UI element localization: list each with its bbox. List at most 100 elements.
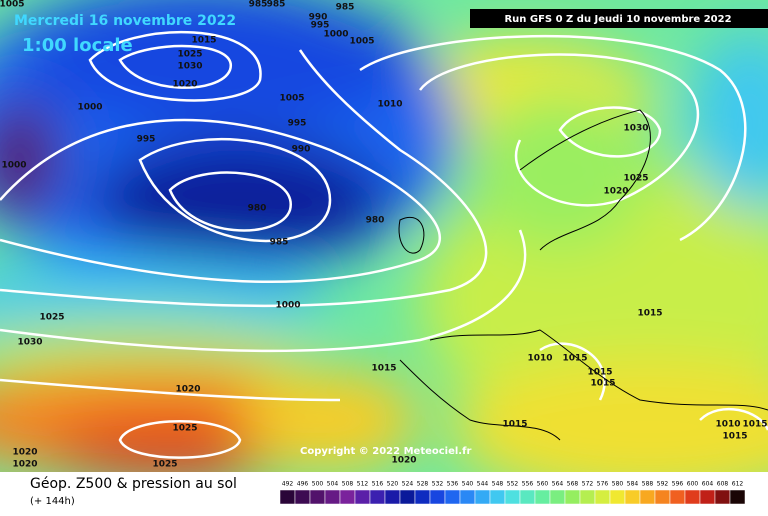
legend-swatch [624,489,641,505]
legend-label: 500 [312,481,324,488]
legend-swatch [459,489,476,505]
isobar-label: 1025 [623,174,648,184]
forecast-time: 1:00 locale [22,35,133,56]
isobar-label: 1015 [637,309,662,319]
isobar-label: 1020 [175,385,200,395]
legend-swatch [429,489,446,505]
isobar-label: 995 [288,119,307,129]
legend-swatch [369,489,386,505]
legend-label: 504 [327,481,339,488]
isobar-labels: 1005 985 985 985990995100010051015102510301… [0,0,768,470]
legend-swatch [294,489,311,505]
legend-swatch [594,489,611,505]
legend-swatch [399,489,416,505]
legend-swatch [699,489,716,505]
isobar-label: 1025 [172,424,197,434]
legend-label: 612 [732,481,744,488]
isobar-label: 1015 [191,36,216,46]
legend-swatch [669,489,686,505]
legend-swatch [504,489,521,505]
isobar-label: 980 [366,216,385,226]
footer-lead: (+ 144h) [30,496,75,507]
legend-label: 520 [387,481,399,488]
isobar-label: 985 [270,238,289,248]
isobar-label: 1020 [603,187,628,197]
isobar-label: 1030 [177,62,202,72]
isobar-label: 1015 [722,432,747,442]
isobar-label: 985 [249,0,268,10]
isobar-label: 1005 [279,94,304,104]
legend-label: 536 [447,481,459,488]
legend-swatch [444,489,461,505]
legend-swatch [414,489,431,505]
legend-swatch [339,489,356,505]
isobar-label: 1020 [12,460,37,470]
legend-label: 584 [627,481,639,488]
legend-swatch [309,489,326,505]
isobar-label: 1020 [12,448,37,458]
isobar-label: 990 [292,145,311,155]
isobar-label: 1000 [275,301,300,311]
isobar-label: 1015 [587,368,612,378]
legend: 492 496 500 504 508 512 516 520 524 528 532 536 540 5… [279,481,746,505]
legend-label: 600 [687,481,699,488]
legend-label: 512 [357,481,369,488]
legend-label: 540 [462,481,474,488]
isobar-label: 1000 [77,103,102,113]
run-info: Run GFS 0 Z du Jeudi 10 novembre 2022 [504,14,731,25]
legend-label: 564 [552,481,564,488]
isobar-label: 985 [267,0,286,10]
isobar-label: 985 [336,3,355,13]
legend-swatch [279,489,296,505]
coastlines [398,109,768,441]
legend-swatch [654,489,671,505]
legend-swatch [639,489,656,505]
isobar-label: 995 [137,135,156,145]
run-box [470,9,768,28]
legend-swatch [324,489,341,505]
legend-label: 580 [612,481,624,488]
copyright: Copyright © 2022 Meteociel.fr [300,446,471,457]
legend-label: 544 [477,481,489,488]
legend-swatch [714,489,731,505]
z500-field [0,0,768,500]
isobar-label: 1005 [349,37,374,47]
legend-label: 560 [537,481,549,488]
legend-label: 516 [372,481,384,488]
isobar-label: 1005 [0,0,25,10]
legend-label: 524 [402,481,414,488]
legend-swatch [609,489,626,505]
legend-label: 532 [432,481,444,488]
legend-label: 528 [417,481,429,488]
legend-label: 604 [702,481,714,488]
legend-swatch [684,489,701,505]
legend-label: 552 [507,481,519,488]
legend-label: 592 [657,481,669,488]
legend-swatch [384,489,401,505]
isobar-label: 1010 [715,420,740,430]
legend-label: 572 [582,481,594,488]
isobar-label: 995 [311,21,330,31]
isobar-label: 1020 [172,80,197,90]
isobar-label: 1015 [502,420,527,430]
isobar-label: 1025 [39,313,64,323]
legend-label: 496 [297,481,309,488]
isobar-label: 1015 [590,379,615,389]
legend-label: 588 [642,481,654,488]
legend-label: 548 [492,481,504,488]
legend-label: 508 [342,481,354,488]
isobar-label: 1015 [742,420,767,430]
isobar-label: 1025 [177,50,202,60]
isobar-label: 1010 [377,100,402,110]
isobar-label: 1010 [527,354,552,364]
legend-swatch [549,489,566,505]
legend-label: 492 [282,481,294,488]
isobars [0,30,768,459]
footer-title: Géop. Z500 & pression au sol [30,476,237,492]
isobar-label: 1015 [562,354,587,364]
isobar-label: 1025 [152,460,177,470]
legend-label: 556 [522,481,534,488]
legend-swatch [534,489,551,505]
legend-swatch [474,489,491,505]
